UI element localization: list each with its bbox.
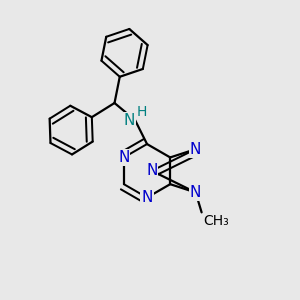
Text: N: N [190, 185, 201, 200]
Text: N: N [118, 150, 130, 165]
Text: N: N [190, 142, 201, 157]
Text: N: N [146, 163, 158, 178]
Text: N: N [124, 112, 135, 128]
Text: N: N [141, 190, 153, 205]
Text: H: H [136, 105, 147, 118]
Text: CH₃: CH₃ [203, 214, 229, 228]
